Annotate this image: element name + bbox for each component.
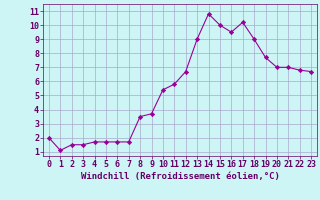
X-axis label: Windchill (Refroidissement éolien,°C): Windchill (Refroidissement éolien,°C) xyxy=(81,172,279,181)
